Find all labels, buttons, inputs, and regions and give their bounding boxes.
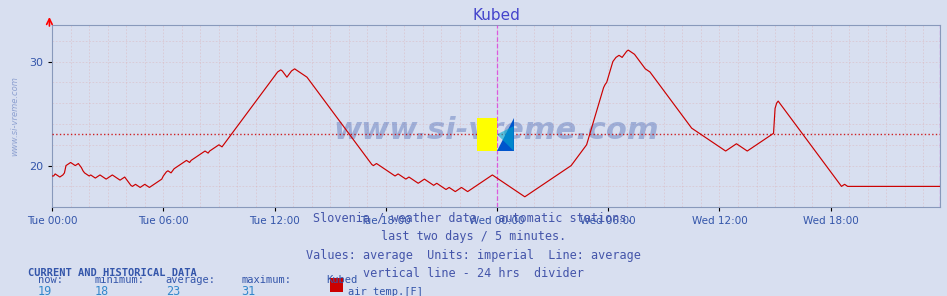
Title: Kubed: Kubed — [473, 8, 520, 22]
Polygon shape — [497, 118, 513, 151]
Text: Slovenia / weather data - automatic stations.
last two days / 5 minutes.
Values:: Slovenia / weather data - automatic stat… — [306, 212, 641, 280]
Text: 19: 19 — [38, 284, 52, 296]
Text: 23: 23 — [166, 284, 180, 296]
Text: Kubed: Kubed — [327, 275, 358, 285]
Text: CURRENT AND HISTORICAL DATA: CURRENT AND HISTORICAL DATA — [28, 268, 197, 278]
Text: air temp.[F]: air temp.[F] — [348, 287, 423, 296]
Text: maximum:: maximum: — [241, 275, 292, 285]
Text: 18: 18 — [95, 284, 109, 296]
Text: now:: now: — [38, 275, 63, 285]
Bar — [477, 118, 497, 151]
Polygon shape — [497, 126, 513, 151]
Text: www.si-vreme.com: www.si-vreme.com — [10, 76, 19, 156]
Text: www.si-vreme.com: www.si-vreme.com — [333, 116, 659, 145]
Text: minimum:: minimum: — [95, 275, 145, 285]
Text: 31: 31 — [241, 284, 256, 296]
Text: average:: average: — [166, 275, 216, 285]
